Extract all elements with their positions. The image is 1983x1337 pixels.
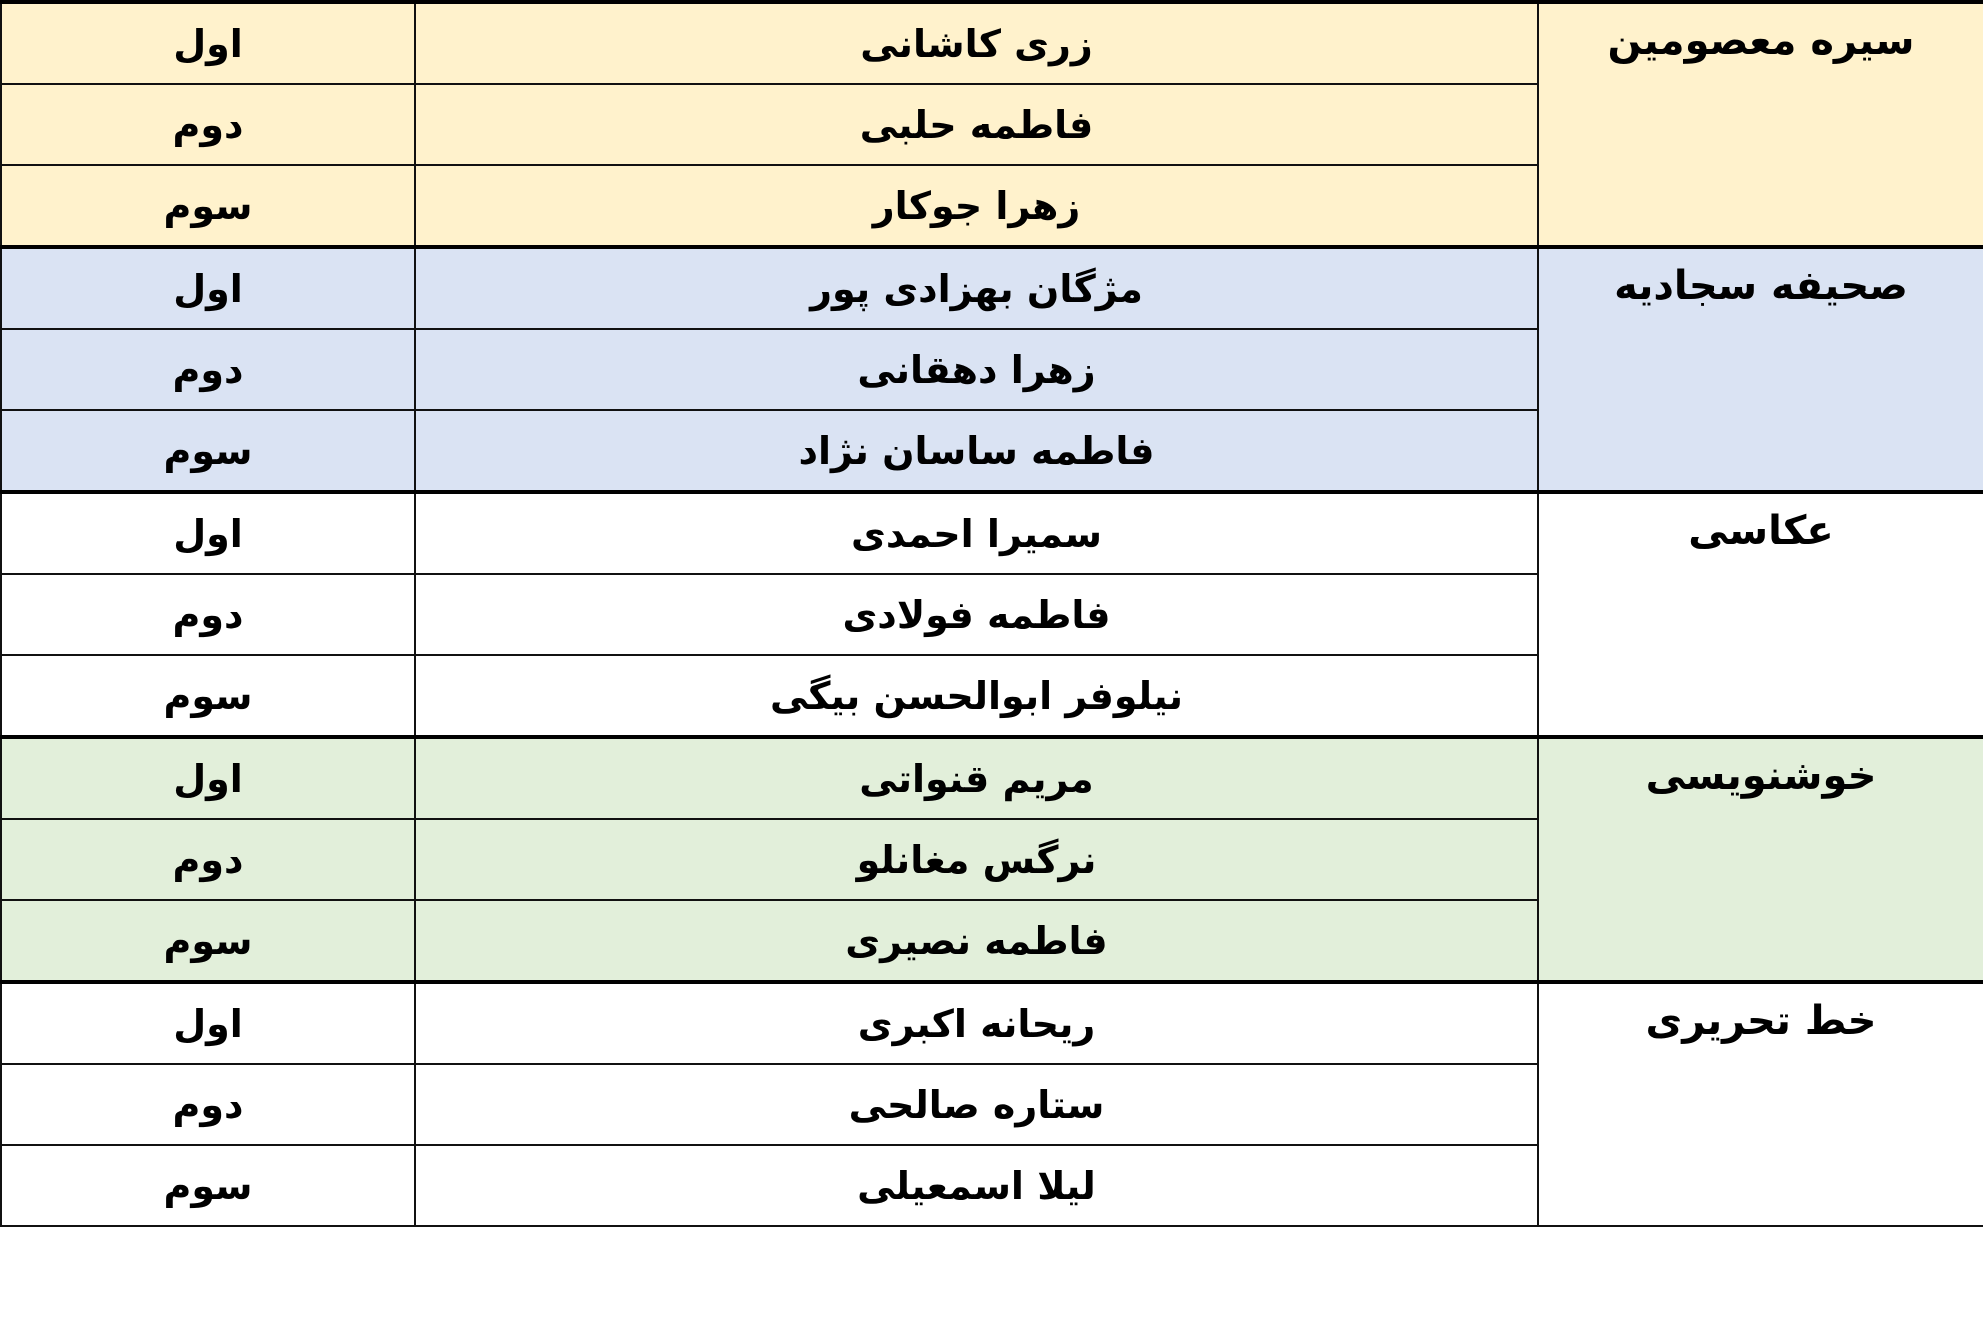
winners-table: سیره معصومین زری کاشانی اول فاطمه حلبی دوم زه… — [0, 0, 1983, 1227]
name-cell: زری کاشانی — [414, 0, 1539, 85]
name-cell: فاطمه نصیری — [414, 899, 1539, 983]
name-cell: مژگان بهزادی پور — [414, 245, 1539, 330]
table-row: عکاسی سمیرا احمدی اول — [0, 490, 1983, 738]
category-cell: سیره معصومین — [1537, 0, 1983, 248]
rank-cell: اول — [0, 245, 416, 330]
rank-cell: اول — [0, 980, 416, 1065]
rank-cell: دوم — [0, 83, 416, 166]
name-cell: لیلا اسمعیلی — [414, 1144, 1539, 1227]
rank-cell: دوم — [0, 818, 416, 901]
rank-cell: سوم — [0, 409, 416, 493]
name-cell: فاطمه حلبی — [414, 83, 1539, 166]
rank-cell: اول — [0, 490, 416, 575]
rank-cell: سوم — [0, 164, 416, 248]
name-cell: ریحانه اکبری — [414, 980, 1539, 1065]
category-cell: خوشنویسی — [1537, 735, 1983, 983]
table-row: صحیفه سجادیه مژگان بهزادی پور اول — [0, 245, 1983, 493]
name-cell: ستاره صالحی — [414, 1063, 1539, 1146]
category-cell: خط تحریری — [1537, 980, 1983, 1227]
rank-cell: دوم — [0, 573, 416, 656]
name-cell: فاطمه فولادی — [414, 573, 1539, 656]
rank-cell: سوم — [0, 899, 416, 983]
name-cell: سمیرا احمدی — [414, 490, 1539, 575]
table-row: خط تحریری ریحانه اکبری اول — [0, 980, 1983, 1227]
table-row: سیره معصومین زری کاشانی اول — [0, 0, 1983, 248]
rank-cell: اول — [0, 0, 416, 85]
name-cell: مریم قنواتی — [414, 735, 1539, 820]
category-cell: عکاسی — [1537, 490, 1983, 738]
name-cell: نیلوفر ابوالحسن بیگی — [414, 654, 1539, 738]
category-cell: صحیفه سجادیه — [1537, 245, 1983, 493]
rank-cell: اول — [0, 735, 416, 820]
name-cell: نرگس مغانلو — [414, 818, 1539, 901]
name-cell: زهرا جوکار — [414, 164, 1539, 248]
rank-cell: دوم — [0, 1063, 416, 1146]
rank-cell: دوم — [0, 328, 416, 411]
name-cell: فاطمه ساسان نژاد — [414, 409, 1539, 493]
rank-cell: سوم — [0, 1144, 416, 1227]
rank-cell: سوم — [0, 654, 416, 738]
name-cell: زهرا دهقانی — [414, 328, 1539, 411]
table-row: خوشنویسی مریم قنواتی اول — [0, 735, 1983, 983]
